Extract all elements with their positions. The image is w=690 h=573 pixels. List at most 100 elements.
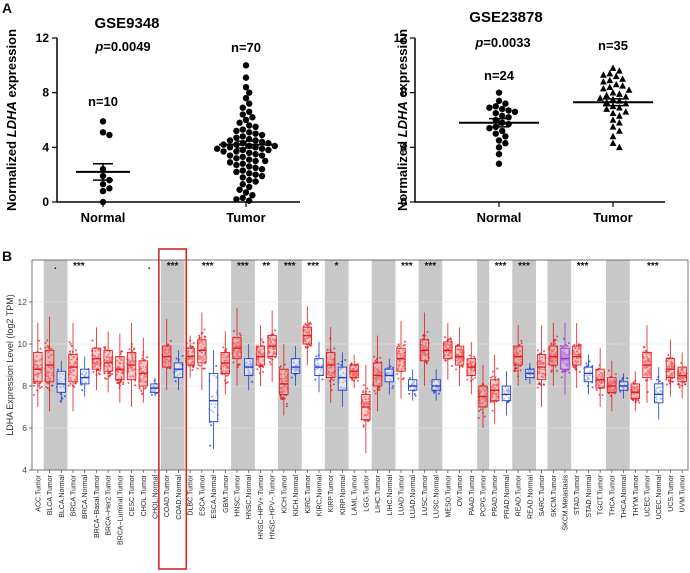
x-tick-label: LIHC.Normal <box>387 475 394 516</box>
data-point <box>226 152 234 159</box>
data-point <box>239 153 246 161</box>
expression-dot <box>454 368 457 371</box>
expression-dot <box>490 376 493 379</box>
x-tick-label: CESC.Tumor <box>129 474 136 516</box>
y-tick-label: 12 <box>36 31 50 45</box>
expression-dot <box>39 386 42 389</box>
x-tick-label: UCEC.Tumor <box>645 474 652 516</box>
expression-dot <box>536 349 539 352</box>
data-point <box>486 104 493 111</box>
p-value-symbol: p <box>94 39 103 54</box>
significance-label: *** <box>307 261 319 272</box>
expression-dot <box>32 384 35 387</box>
y-axis-label: Normalized LDHA expression <box>4 29 19 211</box>
expression-dot <box>92 371 95 374</box>
expression-dot <box>474 376 477 379</box>
expression-dot <box>389 365 392 368</box>
expression-dot <box>643 346 646 349</box>
box <box>513 345 523 366</box>
expression-dot <box>143 387 146 390</box>
expression-dot <box>437 392 440 395</box>
x-tick-label: Normal <box>477 210 522 225</box>
y-tick-label: 12 <box>18 297 28 307</box>
x-tick-label: KIRC.Tumor <box>305 474 312 513</box>
expression-dot <box>260 364 263 367</box>
x-tick-label: PAAD.Tumor <box>469 474 476 515</box>
expression-dot <box>146 356 149 359</box>
expression-dot <box>403 340 406 343</box>
data-point <box>220 148 227 155</box>
y-tick-label: 0 <box>400 195 407 209</box>
x-tick-label: LUSC.Tumor <box>422 474 429 515</box>
expression-dot <box>444 336 447 339</box>
data-point <box>616 143 623 151</box>
expression-dot <box>138 387 141 390</box>
expression-dot <box>553 342 556 345</box>
expression-dot <box>650 378 653 381</box>
p-value-label: p=0.0033 <box>474 35 530 50</box>
expression-dot <box>192 364 195 367</box>
expression-dot <box>562 337 565 340</box>
expression-dot <box>672 380 675 383</box>
data-point <box>249 114 256 121</box>
expression-dot <box>39 347 42 350</box>
x-tick-label: CHOL.Tumor <box>141 474 148 516</box>
expression-dot <box>608 392 611 395</box>
x-tick-label: COAD.Normal <box>176 475 183 520</box>
expression-dot <box>614 373 617 376</box>
expression-dot <box>330 389 333 392</box>
expression-dot <box>209 444 212 447</box>
expression-dot <box>314 378 317 381</box>
expression-dot <box>422 334 425 337</box>
box <box>208 372 219 423</box>
x-tick-label: READ.Tumor <box>516 474 523 516</box>
expression-dot <box>661 381 664 384</box>
expression-dot <box>103 347 106 350</box>
expression-dot <box>258 365 261 368</box>
box <box>56 370 66 393</box>
data-point <box>233 196 240 203</box>
expression-dot <box>491 375 494 378</box>
expression-dot <box>619 390 622 393</box>
expression-dot <box>409 376 412 379</box>
highlight-box <box>158 248 188 570</box>
expression-dot <box>120 350 123 353</box>
significance-label: *** <box>167 261 179 272</box>
data-point <box>511 108 519 116</box>
expression-dot <box>73 385 76 388</box>
expression-dot <box>520 342 523 345</box>
data-point <box>239 160 246 167</box>
data-point <box>242 116 250 124</box>
expression-dot <box>98 373 101 376</box>
expression-dot <box>678 386 681 389</box>
expression-dot <box>122 383 125 386</box>
expression-dot <box>337 363 340 366</box>
data-point <box>258 131 266 139</box>
box <box>372 362 383 387</box>
data-point <box>246 163 253 170</box>
x-tick-label: KIRP.Tumor <box>328 474 335 512</box>
y-axis-label-suffix: expression <box>395 29 410 101</box>
expression-dot <box>619 379 622 382</box>
expression-dot <box>222 346 225 349</box>
x-tick-label: BRCA.Normal <box>82 475 89 519</box>
expression-dot <box>402 377 405 380</box>
expression-dot <box>585 362 588 365</box>
expression-dot <box>456 343 459 346</box>
shaded-column <box>617 260 630 470</box>
significance-label: *** <box>577 261 589 272</box>
significance-label: *** <box>202 261 214 272</box>
expression-dot <box>449 338 452 341</box>
expression-dot <box>227 373 230 376</box>
x-tick-label: Tumor <box>226 210 265 225</box>
expression-dot <box>554 365 557 368</box>
significance-label: *** <box>237 261 249 272</box>
expression-dot <box>489 401 492 404</box>
expression-dot <box>386 367 389 370</box>
expression-dot <box>290 376 293 379</box>
data-point <box>609 89 617 96</box>
expression-dot <box>278 366 281 369</box>
data-point <box>486 125 493 132</box>
expression-dot <box>199 364 202 367</box>
